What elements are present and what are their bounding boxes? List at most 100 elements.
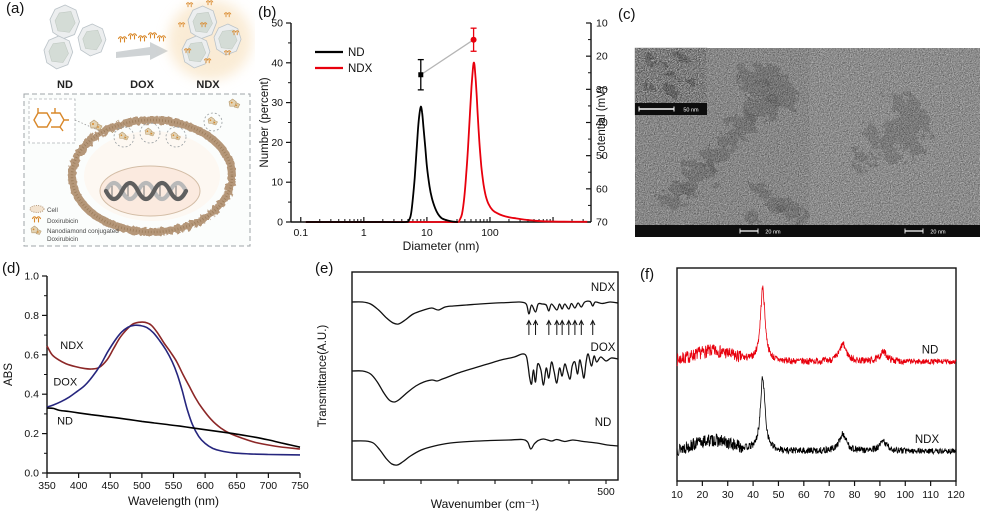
svg-text:ND: ND: [595, 417, 612, 429]
svg-text:70: 70: [823, 489, 835, 501]
ndx-crystals-icon: [168, 0, 252, 80]
svg-text:NDX: NDX: [591, 282, 616, 294]
panel-c: (c): [612, 0, 985, 258]
svg-text:1.0: 1.0: [24, 271, 39, 283]
panel-b-label: (b): [258, 4, 277, 21]
svg-text:0.6: 0.6: [24, 349, 39, 361]
nd-crystals-icon: [43, 4, 107, 70]
svg-text:20: 20: [271, 137, 283, 149]
svg-text:NDX: NDX: [348, 63, 373, 75]
tem-inset: 50 nm: [634, 47, 708, 116]
svg-text:- otential (mV): - otential (mV): [596, 86, 608, 158]
svg-text:DOX: DOX: [53, 376, 77, 388]
svg-text:10: 10: [596, 18, 608, 30]
svg-text:30: 30: [271, 97, 283, 109]
uvvis-chart: 0.0 0.2 0.4 0.6 0.8 1.0 350 400 450 500 550 600 650 7…: [3, 271, 309, 509]
svg-text:700: 700: [260, 480, 278, 492]
svg-text:ND: ND: [57, 416, 73, 428]
svg-text:50: 50: [271, 18, 283, 30]
svg-text:60: 60: [798, 489, 810, 501]
panel-d-label: (d): [2, 260, 21, 277]
legend-doxorubicin: Doxirubicin: [47, 218, 79, 225]
panel-d: (d) 0.0 0.2 0.4 0.6 0.8 1.0 350 400 450 500 550 600…: [0, 258, 312, 523]
legend-conjugated-line2: Doxirubicin: [47, 236, 79, 243]
svg-text:10: 10: [671, 489, 683, 501]
svg-text:20: 20: [697, 489, 709, 501]
svg-text:0: 0: [277, 217, 283, 229]
svg-text:80: 80: [849, 489, 861, 501]
svg-text:40: 40: [747, 489, 759, 501]
svg-text:40: 40: [596, 117, 608, 129]
cell-icon: [29, 205, 45, 213]
schematic-illustration: ND DOX NDX: [23, 0, 252, 247]
svg-text:Number (percent): Number (percent): [259, 77, 271, 167]
svg-text:10: 10: [271, 177, 283, 189]
svg-text:NDX: NDX: [915, 434, 940, 446]
dox-molecules-icon: [117, 32, 167, 43]
panel-e: (e) 500 NDX DOX ND Transmittance(A.U.) Wavenu…: [312, 258, 630, 523]
svg-text:Diameter (nm): Diameter (nm): [403, 239, 480, 253]
nucleus-icon: [99, 165, 201, 217]
svg-text:DOX: DOX: [591, 342, 616, 354]
svg-text:750: 750: [291, 480, 309, 492]
panel-f-label: (f): [640, 266, 655, 283]
svg-text:550: 550: [165, 480, 183, 492]
cell-illustration: [68, 98, 241, 236]
svg-text:NDX: NDX: [60, 340, 84, 352]
svg-text:500: 500: [133, 480, 151, 492]
doxorubicin-structure-inset: [28, 98, 101, 144]
svg-text:110: 110: [922, 489, 939, 501]
svg-text:60: 60: [596, 183, 608, 195]
svg-text:Transmittance(A.U.): Transmittance(A.U.): [317, 325, 329, 428]
svg-text:90: 90: [874, 489, 886, 501]
panel-f: (f) 10 20 30 40 50 60 70 80 90 100 110 120 ND NDX: [630, 258, 985, 523]
svg-text:500: 500: [597, 486, 615, 498]
svg-text:30: 30: [596, 84, 608, 96]
svg-text:1: 1: [361, 227, 367, 239]
svg-text:350: 350: [38, 480, 56, 492]
svg-text:0.2: 0.2: [24, 428, 39, 440]
svg-text:400: 400: [70, 480, 88, 492]
right-scale-bar-label: 20 nm: [930, 230, 946, 236]
arrow-right-icon: [116, 42, 168, 60]
svg-text:450: 450: [101, 480, 119, 492]
svg-text:50: 50: [596, 150, 608, 162]
svg-text:650: 650: [228, 480, 246, 492]
endosome-circles-icon: [113, 112, 223, 148]
svg-text:120: 120: [947, 489, 965, 501]
dna-helix-icon: [103, 180, 189, 202]
nd-label: ND: [57, 79, 73, 91]
svg-text:0.0: 0.0: [24, 468, 39, 480]
svg-text:20: 20: [596, 51, 608, 63]
panel-b: (b) 0 10 20 30 40 50 0.1 1 10 100 10 20 30 40 50 60 70 ND…: [255, 0, 612, 258]
legend-cell: Cell: [47, 207, 58, 214]
svg-text:0.4: 0.4: [24, 389, 39, 401]
panel-a-label: (a): [6, 0, 25, 17]
svg-text:10: 10: [421, 227, 433, 239]
svg-text:ABS: ABS: [3, 363, 15, 386]
scale-bar-left: 20 nm: [635, 225, 810, 237]
svg-text:0.8: 0.8: [24, 310, 39, 322]
ndx-label: NDX: [196, 79, 220, 91]
xrd-chart: 10 20 30 40 50 60 70 80 90 100 110 120 ND NDX: [671, 267, 965, 501]
tem-images: 50 nm 20 nm 20 nm: [634, 47, 980, 237]
svg-text:Wavelength (nm): Wavelength (nm): [128, 494, 219, 508]
svg-text:ND: ND: [922, 345, 939, 357]
panel-a: (a): [0, 0, 255, 258]
schematic-legend: Cell Doxirubicin Nanodiamond conjugated …: [29, 205, 119, 243]
dls-chart: 0 10 20 30 40 50 0.1 1 10 100 10 20 30 40 50 60 70 ND NDX N…: [259, 18, 608, 254]
scale-bar-right: 20 nm: [810, 225, 980, 237]
svg-text:100: 100: [481, 227, 499, 239]
svg-text:50: 50: [773, 489, 785, 501]
svg-text:40: 40: [271, 57, 283, 69]
dox-label: DOX: [130, 79, 155, 91]
left-scale-bar-label: 20 nm: [765, 230, 781, 236]
svg-text:600: 600: [196, 480, 214, 492]
inset-scale-bar-label: 50 nm: [683, 108, 699, 114]
svg-text:100: 100: [897, 489, 915, 501]
svg-text:ND: ND: [348, 47, 365, 59]
legend-conjugated-line1: Nanodiamond conjugated: [47, 228, 119, 235]
svg-text:Wavenumber (cm⁻¹): Wavenumber (cm⁻¹): [431, 497, 540, 511]
svg-text:30: 30: [722, 489, 734, 501]
